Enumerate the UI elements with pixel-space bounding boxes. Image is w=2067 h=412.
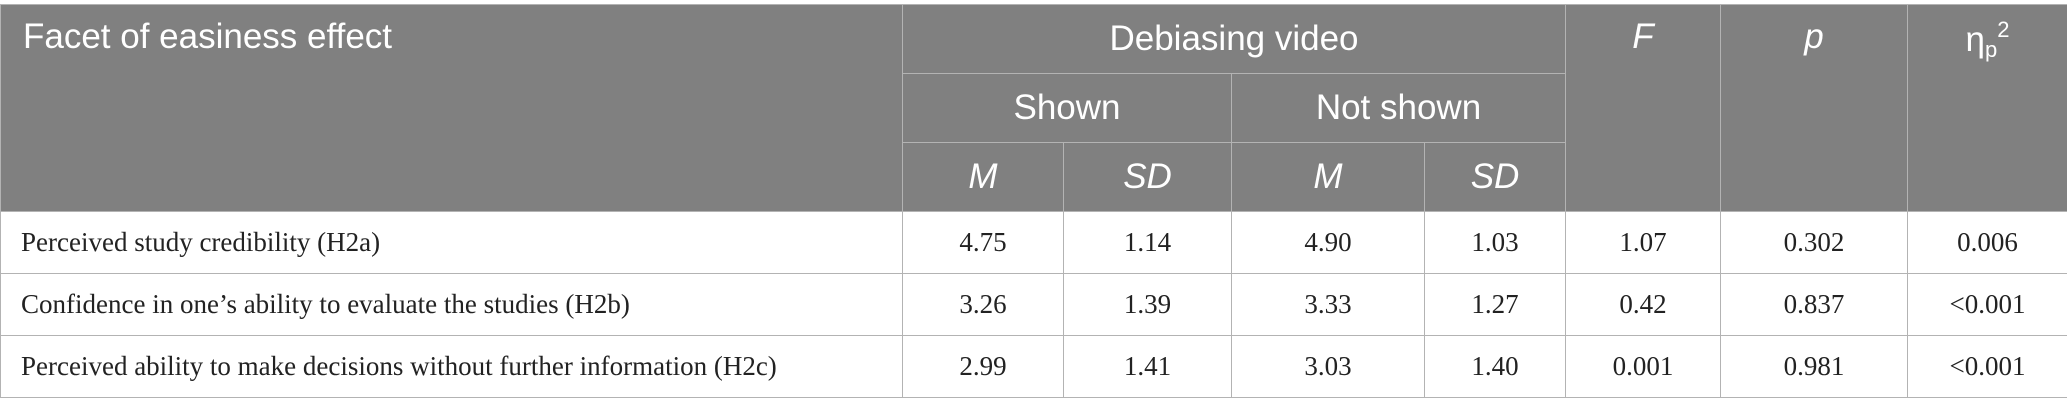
not-shown-m-cell: 4.90: [1231, 211, 1425, 274]
not-shown-m-header: M: [1231, 142, 1425, 212]
table-row: Perceived study credibility (H2a) 4.75 1…: [0, 211, 2067, 274]
shown-sd-cell: 1.14: [1063, 211, 1232, 274]
p-cell: 0.302: [1720, 211, 1908, 274]
not-shown-sd-header: SD: [1424, 142, 1566, 212]
facet-column-header: Facet of easiness effect: [0, 4, 903, 212]
facet-cell: Confidence in one’s ability to evaluate …: [0, 273, 903, 336]
p-cell: 0.981: [1720, 335, 1908, 398]
eta-cell: <0.001: [1907, 335, 2067, 398]
shown-group-header: Shown: [902, 73, 1232, 143]
results-table: Facet of easiness effect Debiasing video…: [0, 4, 2067, 398]
table-row: Perceived ability to make decisions with…: [0, 335, 2067, 398]
not-shown-m-cell: 3.03: [1231, 335, 1425, 398]
eta-symbol: η: [1965, 20, 1985, 59]
not-shown-group-header: Not shown: [1231, 73, 1566, 143]
shown-sd-cell: 1.41: [1063, 335, 1232, 398]
table-header: Facet of easiness effect Debiasing video…: [0, 4, 2067, 212]
shown-m-cell: 3.26: [902, 273, 1064, 336]
header-row-2: Shown Not shown: [1, 73, 2067, 143]
header-row-3: M SD M SD: [1, 142, 2067, 212]
shown-m-header: M: [902, 142, 1064, 212]
eta-superscript: 2: [1997, 17, 2010, 42]
p-column-header: p: [1720, 4, 1908, 212]
shown-m-cell: 2.99: [902, 335, 1064, 398]
p-cell: 0.837: [1720, 273, 1908, 336]
table-body: Perceived study credibility (H2a) 4.75 1…: [0, 211, 2067, 398]
header-row-1: Facet of easiness effect Debiasing video…: [0, 4, 2067, 212]
f-cell: 1.07: [1565, 211, 1721, 274]
not-shown-sd-cell: 1.03: [1424, 211, 1566, 274]
not-shown-sd-cell: 1.40: [1424, 335, 1566, 398]
facet-cell: Perceived ability to make decisions with…: [0, 335, 903, 398]
facet-cell: Perceived study credibility (H2a): [0, 211, 903, 274]
f-cell: 0.42: [1565, 273, 1721, 336]
f-column-header: F: [1565, 4, 1721, 212]
shown-sd-cell: 1.39: [1063, 273, 1232, 336]
table-row: Confidence in one’s ability to evaluate …: [0, 273, 2067, 336]
shown-m-cell: 4.75: [902, 211, 1064, 274]
shown-sd-header: SD: [1063, 142, 1232, 212]
eta-cell: <0.001: [1907, 273, 2067, 336]
eta-squared-column-header: ηp2: [1907, 4, 2067, 212]
not-shown-sd-cell: 1.27: [1424, 273, 1566, 336]
f-cell: 0.001: [1565, 335, 1721, 398]
not-shown-m-cell: 3.33: [1231, 273, 1425, 336]
eta-subscript: p: [1984, 37, 1998, 62]
eta-cell: 0.006: [1907, 211, 2067, 274]
debiasing-video-header: Debiasing video: [902, 4, 1566, 74]
